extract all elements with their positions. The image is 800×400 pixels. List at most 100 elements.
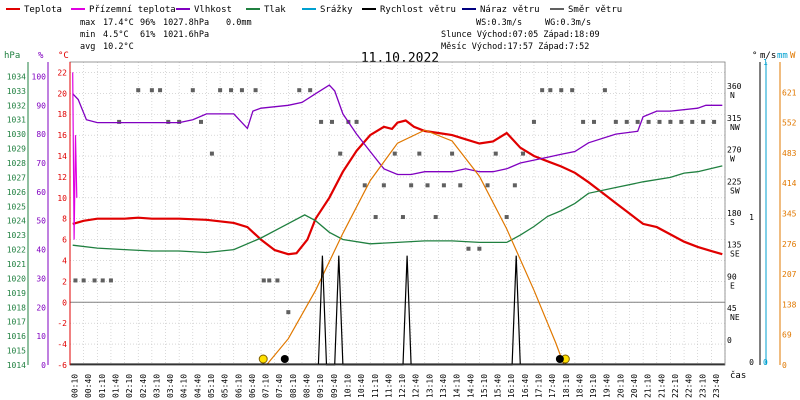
wind-direction-point — [286, 310, 291, 315]
min-hum: 61% — [140, 30, 155, 40]
wind-direction-point — [425, 183, 430, 188]
wind-speed-tick-label: 1 — [749, 213, 754, 222]
moon-marker — [280, 355, 289, 363]
unit-hpa: hPa — [4, 51, 20, 61]
wind-direction-point — [136, 88, 141, 93]
wind-speed-stat: WS:0.3m/s — [476, 18, 522, 28]
wind-direction-point — [253, 88, 258, 93]
humidity-tick-label: 70 — [36, 159, 46, 168]
series-line — [72, 119, 723, 256]
time-tick-label: 08:10 — [289, 374, 298, 398]
time-tick-label: 21:10 — [644, 374, 653, 398]
wind-direction-point — [362, 183, 367, 188]
series-line — [72, 165, 723, 254]
stats-box: max 17.4°C 96% 1027.8hPa 0.0mm min 4.5°C… — [80, 18, 600, 52]
series-line — [72, 72, 78, 240]
wind-direction-point — [613, 119, 618, 124]
series-line — [266, 129, 565, 366]
solar-tick-label: 0 — [782, 361, 787, 370]
precip-tick-label: 1 — [763, 58, 768, 67]
wind-direction-point — [679, 119, 684, 124]
wind-direction-point — [712, 119, 717, 124]
time-tick-label: 06:40 — [248, 374, 257, 398]
pressure-tick-label: 1020 — [7, 274, 26, 283]
wind-direction-point — [177, 119, 182, 124]
axes: 1014101510161017101810191020102110221023… — [7, 58, 797, 398]
time-tick-label: 16:10 — [507, 374, 516, 398]
time-tick-label: 09:10 — [316, 374, 325, 398]
time-tick-label: 07:40 — [275, 374, 284, 398]
wind-direction-point — [209, 151, 214, 156]
time-tick-label: 01:40 — [111, 374, 120, 398]
time-tick-label: 08:40 — [303, 374, 312, 398]
wind-direction-name: NE — [730, 313, 740, 322]
avg-temp: 10.2°C — [103, 42, 134, 52]
wind-direction-point — [117, 119, 122, 124]
time-tick-label: 00:40 — [84, 374, 93, 398]
axis-units: hPa % °C ° m/s mm W čas — [4, 51, 796, 381]
wind-gust-stat: WG:0.3m/s — [545, 18, 591, 28]
wind-direction-point — [602, 88, 607, 93]
wind-direction-name: NW — [730, 123, 740, 132]
wind-direction-point — [400, 215, 405, 220]
avg-label: avg — [80, 42, 95, 52]
wind-direction-point — [73, 278, 78, 283]
wind-direction-point — [261, 278, 266, 283]
wind-direction-point — [229, 88, 234, 93]
time-tick-label: 13:10 — [425, 374, 434, 398]
pressure-tick-label: 1014 — [7, 361, 26, 370]
time-tick-label: 05:40 — [221, 374, 230, 398]
time-tick-label: 03:10 — [152, 374, 161, 398]
wind-direction-name: E — [730, 281, 735, 290]
temperature-tick-label: -4 — [57, 340, 67, 349]
unit-ms: m/s — [760, 51, 776, 61]
time-tick-label: 04:10 — [180, 374, 189, 398]
wind-direction-point — [149, 88, 154, 93]
time-tick-label: 06:10 — [234, 374, 243, 398]
temperature-tick-label: 12 — [57, 173, 67, 182]
plot-area — [69, 62, 726, 366]
humidity-tick-label: 0 — [41, 361, 46, 370]
wind-direction-name: N — [730, 91, 735, 100]
wind-direction-point — [381, 183, 386, 188]
time-tick-label: 11:10 — [371, 374, 380, 398]
time-tick-label: 15:40 — [494, 374, 503, 398]
time-tick-label: 10:10 — [343, 374, 352, 398]
wind-direction-point — [373, 215, 378, 220]
min-press: 1021.6hPa — [163, 30, 209, 40]
min-label: min — [80, 30, 95, 40]
time-tick-label: 18:40 — [575, 374, 584, 398]
wind-direction-point — [570, 88, 575, 93]
pressure-tick-label: 1021 — [7, 260, 26, 269]
legend-label: Teplota — [24, 5, 62, 15]
wind-direction-point — [635, 119, 640, 124]
wind-direction-point — [521, 151, 526, 156]
solar-tick-label: 621 — [782, 88, 797, 97]
pressure-tick-label: 1030 — [7, 130, 26, 139]
wind-direction-point — [275, 278, 280, 283]
pressure-tick-label: 1031 — [7, 116, 26, 125]
solar-tick-label: 207 — [782, 270, 797, 279]
legend-label: Rychlost větru — [380, 5, 456, 15]
time-tick-label: 05:10 — [207, 374, 216, 398]
time-tick-label: 00:10 — [71, 374, 80, 398]
precip-total: 0.0mm — [226, 18, 252, 28]
pressure-tick-label: 1016 — [7, 332, 26, 341]
time-tick-label: 14:40 — [466, 374, 475, 398]
time-tick-label: 04:40 — [193, 374, 202, 398]
time-tick-label: 19:40 — [603, 374, 612, 398]
wind-direction-point — [493, 151, 498, 156]
wind-direction-point — [646, 119, 651, 124]
wind-direction-point — [190, 88, 195, 93]
wind-direction-point — [668, 119, 673, 124]
max-temp: 17.4°C — [103, 18, 134, 28]
solar-tick-label: 345 — [782, 210, 797, 219]
humidity-tick-label: 50 — [36, 217, 46, 226]
pressure-tick-label: 1023 — [7, 231, 26, 240]
humidity-tick-label: 30 — [36, 274, 46, 283]
pressure-tick-label: 1033 — [7, 87, 26, 96]
time-tick-label: 09:40 — [330, 374, 339, 398]
wind-direction-point — [354, 119, 359, 124]
wind-direction-tick-label: 360 — [727, 82, 742, 91]
